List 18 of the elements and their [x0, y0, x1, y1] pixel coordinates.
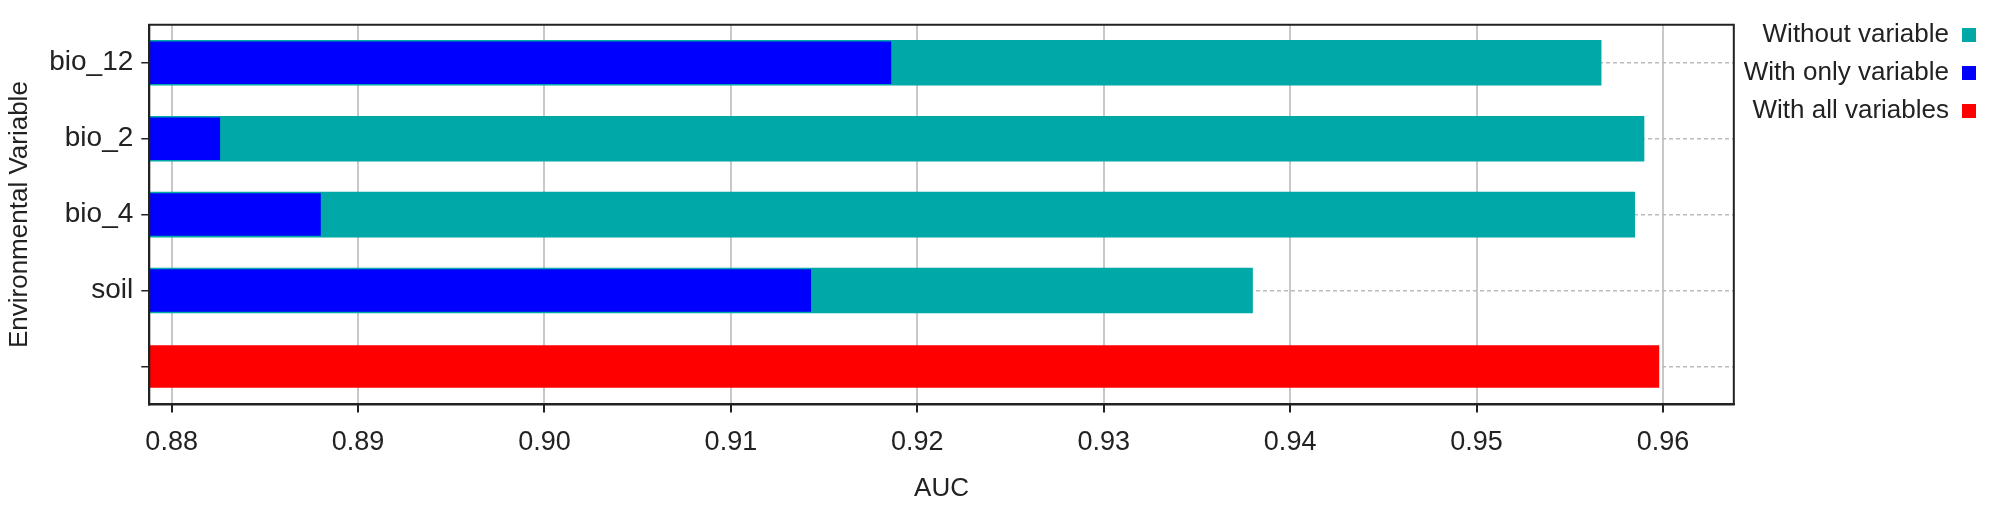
y-tick-label: bio_12 [49, 45, 134, 77]
legend-label: With only variable [1743, 56, 1949, 87]
x-tick-label: 0.90 [518, 426, 571, 457]
x-axis-title: AUC [914, 471, 969, 502]
y-tick-label: bio_4 [64, 197, 134, 229]
x-tick-label: 0.94 [1263, 426, 1317, 457]
legend-label: Without variable [1762, 18, 1949, 49]
x-tick-label: 0.92 [891, 426, 944, 457]
x-tick-label: 0.91 [704, 426, 758, 457]
x-tick-label: 0.96 [1636, 426, 1690, 457]
x-tick-label: 0.88 [145, 426, 198, 457]
legend-label: With all variables [1752, 94, 1949, 125]
y-axis-title: Environmental Variable [2, 81, 33, 349]
x-tick-label: 0.89 [331, 426, 385, 457]
x-tick-label: 0.93 [1077, 426, 1131, 457]
y-tick-label: bio_2 [64, 121, 134, 153]
y-tick-label: soil [91, 273, 134, 305]
x-tick-label: 0.95 [1450, 426, 1503, 457]
